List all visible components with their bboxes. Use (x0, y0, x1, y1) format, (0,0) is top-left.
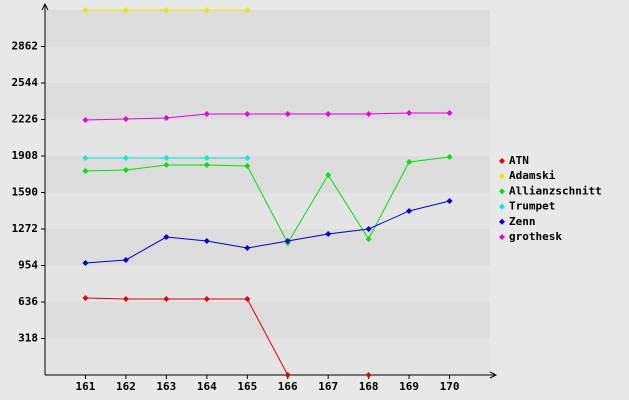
data-point (244, 296, 251, 303)
y-axis-arrow (41, 2, 49, 11)
data-point (122, 116, 129, 123)
data-point (244, 245, 251, 252)
data-point (203, 238, 210, 245)
plot-band (45, 156, 490, 193)
y-tick-label: 636 (18, 295, 38, 308)
data-point (365, 372, 372, 378)
data-point (82, 168, 89, 175)
data-point (82, 259, 89, 266)
x-tick-label: 169 (399, 380, 419, 393)
data-point (163, 296, 170, 303)
data-point (244, 154, 251, 161)
data-point (82, 116, 89, 123)
y-tick-label: 1272 (12, 222, 39, 235)
data-point (244, 162, 251, 169)
data-point (122, 256, 129, 263)
data-point (244, 110, 251, 117)
data-point (284, 238, 291, 245)
series-line (85, 200, 450, 264)
x-tick-label: 164 (197, 380, 217, 393)
data-point (325, 231, 332, 238)
legend-label: Zenn (509, 215, 536, 228)
x-tick-label: 166 (278, 380, 298, 393)
data-point (284, 110, 291, 117)
plot-band (45, 265, 490, 302)
data-point (203, 7, 210, 13)
data-point (325, 110, 332, 117)
y-tick-label: 2862 (12, 40, 39, 53)
y-tick-label: 954 (18, 259, 38, 272)
data-point (203, 296, 210, 303)
data-point (122, 296, 129, 303)
data-point (203, 161, 210, 168)
legend-label: Adamski (509, 169, 556, 182)
data-point (244, 7, 251, 13)
plot-band (45, 229, 490, 266)
data-point (284, 372, 291, 378)
y-tick-label: 318 (18, 332, 38, 345)
y-tick-label: 2544 (12, 76, 39, 89)
x-tick-label: 161 (76, 380, 96, 393)
plot-band (45, 46, 490, 83)
data-point (163, 7, 170, 13)
data-point (446, 197, 453, 204)
data-point (122, 154, 129, 161)
legend-marker (499, 158, 505, 164)
x-tick-label: 170 (440, 380, 460, 393)
data-point (163, 161, 170, 168)
series-line (85, 156, 450, 245)
x-tick-label: 168 (359, 380, 379, 393)
data-point (406, 207, 413, 214)
data-point (203, 110, 210, 117)
data-point (365, 235, 372, 242)
data-point (406, 158, 413, 165)
plot-band (45, 10, 490, 47)
legend-marker (499, 218, 505, 225)
data-point (446, 109, 453, 116)
x-tick-label: 165 (237, 380, 257, 393)
plot-band (45, 338, 490, 375)
plot-band (45, 302, 490, 339)
series-line (85, 297, 289, 376)
y-tick-label: 1908 (12, 149, 39, 162)
data-point (365, 110, 372, 117)
data-point (406, 109, 413, 116)
y-tick-label: 1590 (12, 186, 39, 199)
data-point (163, 154, 170, 161)
x-tick-label: 162 (116, 380, 136, 393)
x-tick-label: 167 (318, 380, 338, 393)
data-point (82, 154, 89, 161)
plot-band (45, 119, 490, 156)
legend-marker (499, 234, 505, 240)
data-point (122, 167, 129, 174)
data-point (163, 115, 170, 122)
series-line (85, 112, 450, 121)
data-point (122, 7, 129, 13)
y-tick-label: 2226 (12, 113, 39, 126)
plot-band (45, 192, 490, 229)
x-tick-label: 163 (156, 380, 176, 393)
x-axis-arrow (489, 371, 498, 379)
legend-label: Trumpet (509, 200, 555, 213)
legend-label: grothesk (509, 230, 562, 243)
legend-label: ATN (509, 154, 529, 167)
legend-marker (499, 173, 505, 180)
data-point (163, 234, 170, 241)
legend-marker (499, 188, 505, 195)
data-point (203, 154, 210, 161)
legend-label: Allianzschnitt (509, 184, 602, 197)
data-point (365, 226, 372, 232)
legend-marker (499, 203, 505, 210)
data-point (82, 7, 89, 13)
data-point (82, 294, 89, 301)
data-point (446, 154, 453, 161)
data-point (325, 172, 332, 179)
